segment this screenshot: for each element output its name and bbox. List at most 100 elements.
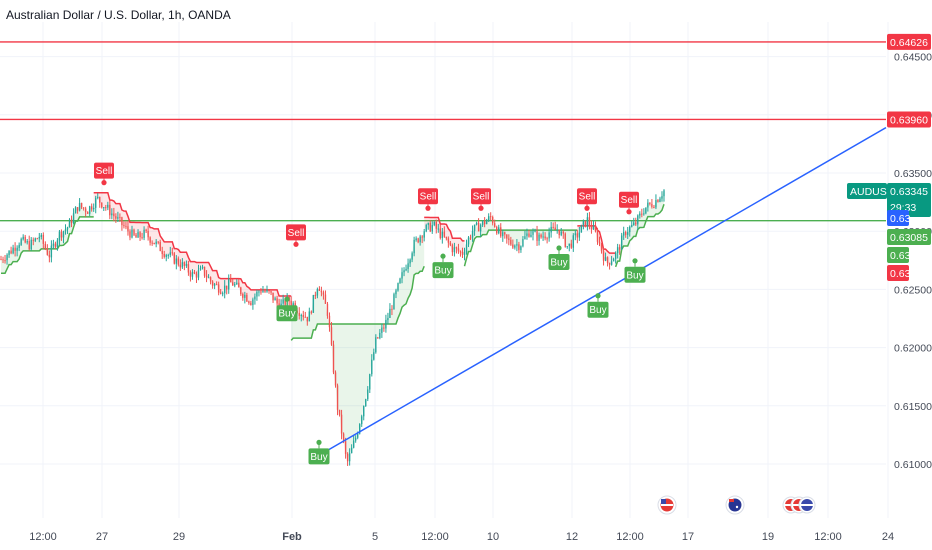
- candle-body: [467, 237, 470, 245]
- candle-body: [540, 234, 542, 238]
- candle-body: [602, 251, 605, 261]
- candle-body: [512, 244, 514, 248]
- candle-body: [483, 220, 486, 225]
- symbol-label-text: AUDUSD: [850, 186, 895, 198]
- candle-body: [179, 264, 182, 268]
- candle-body: [479, 225, 482, 232]
- candle-body: [489, 216, 492, 218]
- last-price-text: 0.63345: [890, 186, 928, 198]
- candle-body: [494, 223, 496, 227]
- signal-label: Buy: [589, 305, 606, 316]
- candle-body: [260, 291, 262, 293]
- candle-body: [375, 337, 377, 353]
- candle-body: [346, 453, 349, 462]
- signal-label: Sell: [288, 228, 305, 239]
- candle-body: [435, 222, 437, 229]
- band-line-3: [290, 265, 425, 341]
- candle-body: [524, 236, 526, 240]
- candle-body: [38, 236, 40, 239]
- candle-body: [135, 234, 137, 238]
- candle-body: [62, 231, 65, 238]
- candle-body: [445, 236, 448, 239]
- candle-body: [262, 291, 264, 293]
- candle-body: [324, 294, 327, 304]
- x-tick-label: 17: [682, 531, 694, 543]
- candle-body: [2, 259, 4, 261]
- candle-body: [250, 302, 252, 306]
- candle-body: [393, 294, 395, 310]
- candle-body: [425, 224, 427, 232]
- candle-body: [330, 327, 333, 345]
- candle-body: [199, 268, 202, 271]
- signal-buy: [624, 266, 646, 283]
- candle-body: [302, 315, 304, 317]
- candle-body: [616, 247, 619, 253]
- candle-body: [123, 225, 125, 227]
- candle-body: [647, 202, 649, 208]
- candle-body: [244, 294, 246, 298]
- candle-body: [469, 237, 472, 239]
- signal-buy: [308, 448, 330, 465]
- green-level-label: [887, 229, 931, 245]
- trendline: [317, 126, 887, 457]
- candle-body: [72, 213, 75, 224]
- candle-body: [381, 327, 383, 333]
- candle-body: [189, 272, 192, 277]
- candle-body: [447, 238, 450, 243]
- candle-body: [354, 437, 357, 441]
- candle-body: [10, 250, 12, 254]
- candle-body: [518, 244, 520, 251]
- candle-body: [582, 220, 585, 225]
- signal-dot: [425, 205, 431, 211]
- candle-body: [306, 316, 309, 322]
- signal-dot: [478, 205, 484, 211]
- y-tick-label: 0.64500: [894, 52, 932, 64]
- candle-body: [197, 270, 200, 278]
- candle-body: [228, 279, 230, 290]
- economic-events[interactable]: [657, 495, 816, 515]
- candle-body: [272, 292, 274, 301]
- x-tick-label: 27: [96, 531, 108, 543]
- candle-body: [546, 238, 548, 240]
- flag-star: [735, 505, 739, 509]
- candle-body: [598, 241, 601, 244]
- candle-body: [40, 234, 43, 237]
- candle-body: [147, 231, 149, 238]
- candle-body: [125, 226, 127, 228]
- candle-body: [441, 231, 444, 238]
- candle-body: [627, 232, 629, 235]
- candle-body: [465, 244, 468, 253]
- candle-body: [409, 259, 411, 264]
- candle-body: [564, 233, 566, 247]
- candle-body: [635, 222, 637, 225]
- signal-labels: Sell Sell Buy Buy Sell Sell Buy Sell Buy Buy Sell B…: [94, 162, 646, 465]
- candle-body: [342, 433, 345, 442]
- candle-body: [36, 238, 38, 240]
- candle-body: [475, 222, 478, 225]
- candle-body: [84, 208, 87, 213]
- candle-body: [322, 292, 325, 295]
- candle-body: [584, 220, 587, 227]
- candle-body: [223, 285, 226, 294]
- time-axis[interactable]: 12:00 27 29 Feb 5 12:00 10 12 12:00 17 19 12:00 24: [29, 531, 894, 543]
- candle-body: [604, 257, 607, 261]
- candle-body: [536, 231, 538, 241]
- candle-body: [143, 229, 145, 238]
- candle-body: [34, 238, 36, 241]
- candle-body: [520, 246, 522, 251]
- candle-body: [159, 241, 161, 252]
- candle-body: [387, 317, 389, 321]
- candle-body: [612, 258, 615, 262]
- candle-body: [457, 248, 460, 252]
- candle-body: [26, 241, 28, 243]
- band-line-7: [614, 204, 665, 268]
- candle-body: [28, 241, 30, 250]
- candle-body: [651, 203, 653, 207]
- candle-body: [622, 232, 625, 236]
- candle-body: [534, 231, 536, 233]
- candle-body: [633, 222, 635, 226]
- signal-label: Sell: [96, 166, 113, 177]
- flag-cross: [729, 499, 734, 502]
- candle-body: [516, 244, 518, 246]
